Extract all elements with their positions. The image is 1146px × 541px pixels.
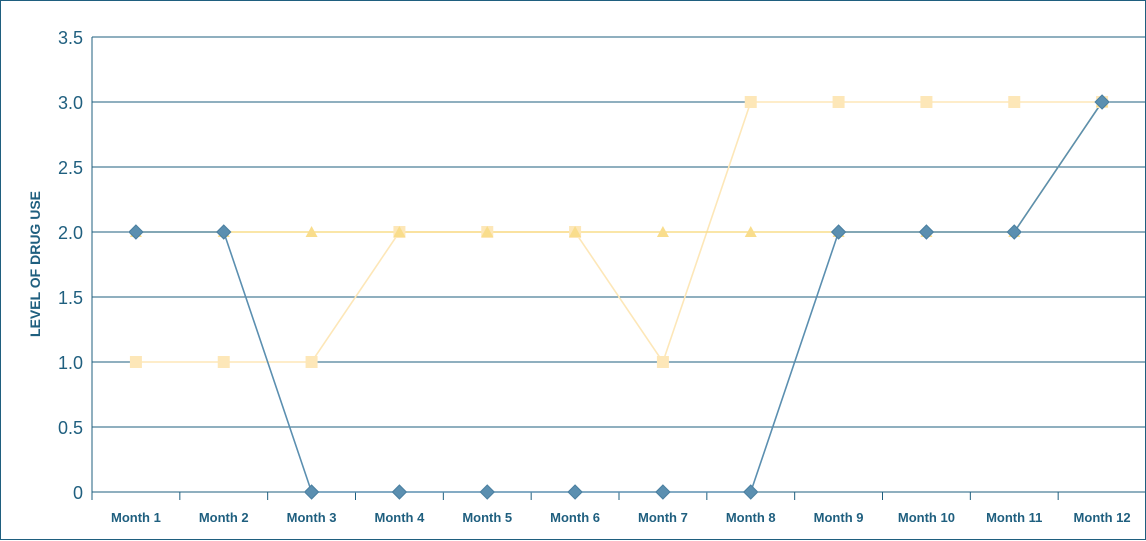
- x-tick-label: Month 11: [986, 510, 1042, 525]
- x-tick-label: Month 8: [726, 510, 776, 525]
- x-tick-label: Month 6: [550, 510, 600, 525]
- diamond-marker: [1094, 94, 1110, 110]
- y-tick-label: 1.5: [58, 288, 83, 308]
- y-tick-label: 0.5: [58, 418, 83, 438]
- y-tick-label: 1.0: [58, 353, 83, 373]
- x-tick-label: Month 7: [638, 510, 688, 525]
- series-layer: [128, 94, 1110, 500]
- diamond-marker: [303, 484, 320, 500]
- square-marker: [744, 96, 757, 108]
- diamond-marker: [479, 484, 495, 500]
- square-marker: [305, 356, 318, 368]
- diamond-marker: [830, 224, 847, 240]
- triangle-marker: [481, 226, 494, 237]
- diamond-marker: [1006, 224, 1022, 240]
- diamond-marker: [216, 224, 232, 240]
- diamond-marker: [655, 484, 671, 500]
- square-marker: [217, 356, 230, 368]
- square-marker: [129, 356, 142, 368]
- y-tick-label: 0: [73, 483, 83, 503]
- triangle-marker: [305, 226, 318, 237]
- x-tick-label: Month 2: [199, 510, 249, 525]
- y-axis-label: LEVEL OF DRUG USE: [27, 191, 43, 337]
- x-tick-label: Month 3: [287, 510, 337, 525]
- diamond-marker: [567, 484, 583, 500]
- triangle-marker: [393, 226, 406, 237]
- x-tick-label: Month 10: [898, 510, 955, 525]
- square-marker: [920, 96, 933, 108]
- series-line-diamond: [135, 101, 1103, 493]
- x-tick-label: Month 4: [375, 510, 426, 525]
- diamond-marker: [391, 484, 408, 500]
- y-tick-label: 3.5: [58, 28, 83, 48]
- series-line-square: [135, 101, 1103, 364]
- axis-layer: 0 0.5 1.0 1.5 2.0 2.5 3.0 3.5 Month 1 Month 2 Mont…: [58, 28, 1146, 525]
- x-tick-label: Month 12: [1074, 510, 1131, 525]
- diamond-marker: [918, 224, 935, 240]
- x-tick-label: Month 9: [814, 510, 864, 525]
- square-marker: [832, 96, 845, 108]
- diamond-marker: [128, 224, 144, 240]
- x-tick-label: Month 5: [462, 510, 512, 525]
- triangle-marker: [656, 226, 669, 237]
- x-tick-label: Month 1: [111, 510, 161, 525]
- triangle-marker: [569, 226, 582, 237]
- y-tick-label: 2.0: [58, 223, 83, 243]
- diamond-marker: [743, 484, 759, 500]
- triangle-marker: [744, 226, 757, 237]
- square-marker: [1008, 96, 1021, 108]
- y-tick-label: 3.0: [58, 93, 83, 113]
- square-marker: [656, 356, 669, 368]
- y-tick-label: 2.5: [58, 158, 83, 178]
